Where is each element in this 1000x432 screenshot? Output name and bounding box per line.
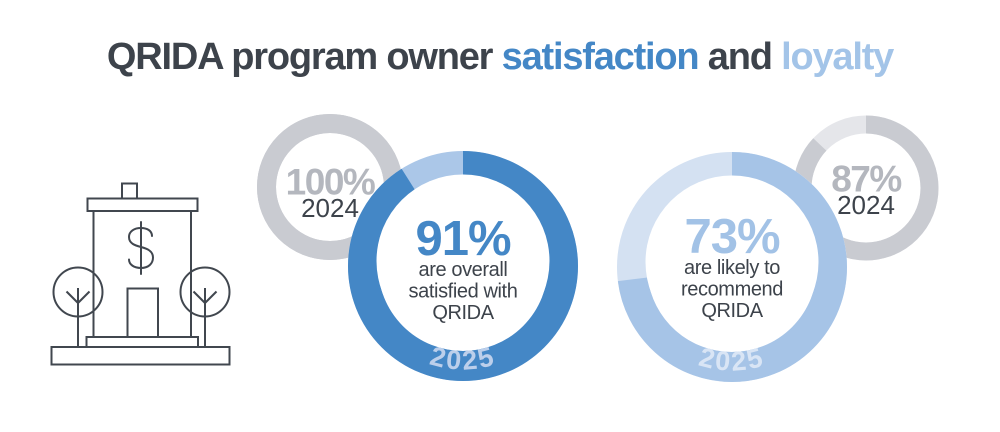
loyalty-donut-chart: 87% 2024 73% are likely to recommend QRI… (617, 115, 939, 382)
satisfaction-2025-year: 2025 (427, 341, 499, 376)
loyalty-caption-line3: QRIDA (701, 300, 763, 322)
loyalty-2025-ring-value (617, 152, 847, 382)
loyalty-2024-value: 87% (831, 159, 901, 200)
loyalty-2025-value: 73% (684, 210, 780, 264)
title-segment-and: and (698, 36, 782, 78)
building-base (50, 346, 231, 366)
loyalty-caption-line1: are likely to (684, 257, 780, 279)
building-door (126, 287, 159, 338)
donut-hole (376, 174, 550, 348)
satisfaction-caption-line1: are overall (419, 259, 508, 281)
title-segment-satisfaction: satisfaction (501, 36, 700, 78)
satisfaction-2024-value: 100% (286, 162, 375, 203)
title-segment-prefix: QRIDA program owner (106, 36, 502, 78)
satisfaction-2025-ring-value (348, 151, 578, 381)
building-body (92, 210, 192, 338)
loyalty-2025-donut: 73% are likely to recommend QRIDA 2025 (617, 152, 847, 382)
building-outline (50, 182, 231, 366)
tree-left-icon (52, 266, 104, 347)
page-title: QRIDA program owner satisfaction and loy… (0, 38, 1000, 76)
donut-hole (645, 175, 819, 349)
loyalty-caption-line2: recommend (681, 279, 783, 301)
building-lintel (86, 197, 199, 212)
satisfaction-donut-chart: 100% 2024 91% are overall satisfied with… (257, 114, 578, 381)
satisfaction-2025-value: 91% (415, 212, 511, 266)
dollar-sign-icon (127, 221, 155, 275)
loyalty-2024-year: 2024 (837, 190, 895, 220)
satisfaction-2024-year: 2024 (301, 193, 359, 223)
satisfaction-caption-line3: QRIDA (432, 302, 494, 324)
building-step (85, 336, 199, 348)
satisfaction-caption-line2: satisfied with (409, 281, 518, 303)
building-chimney (121, 182, 138, 200)
satisfaction-2025-donut: 91% are overall satisfied with QRIDA 202… (348, 151, 578, 381)
loyalty-2025-year: 2025 (696, 342, 768, 377)
building-dollar-trees-icon (50, 182, 231, 366)
title-segment-loyalty: loyalty (781, 36, 894, 78)
tree-right-icon (179, 266, 231, 347)
